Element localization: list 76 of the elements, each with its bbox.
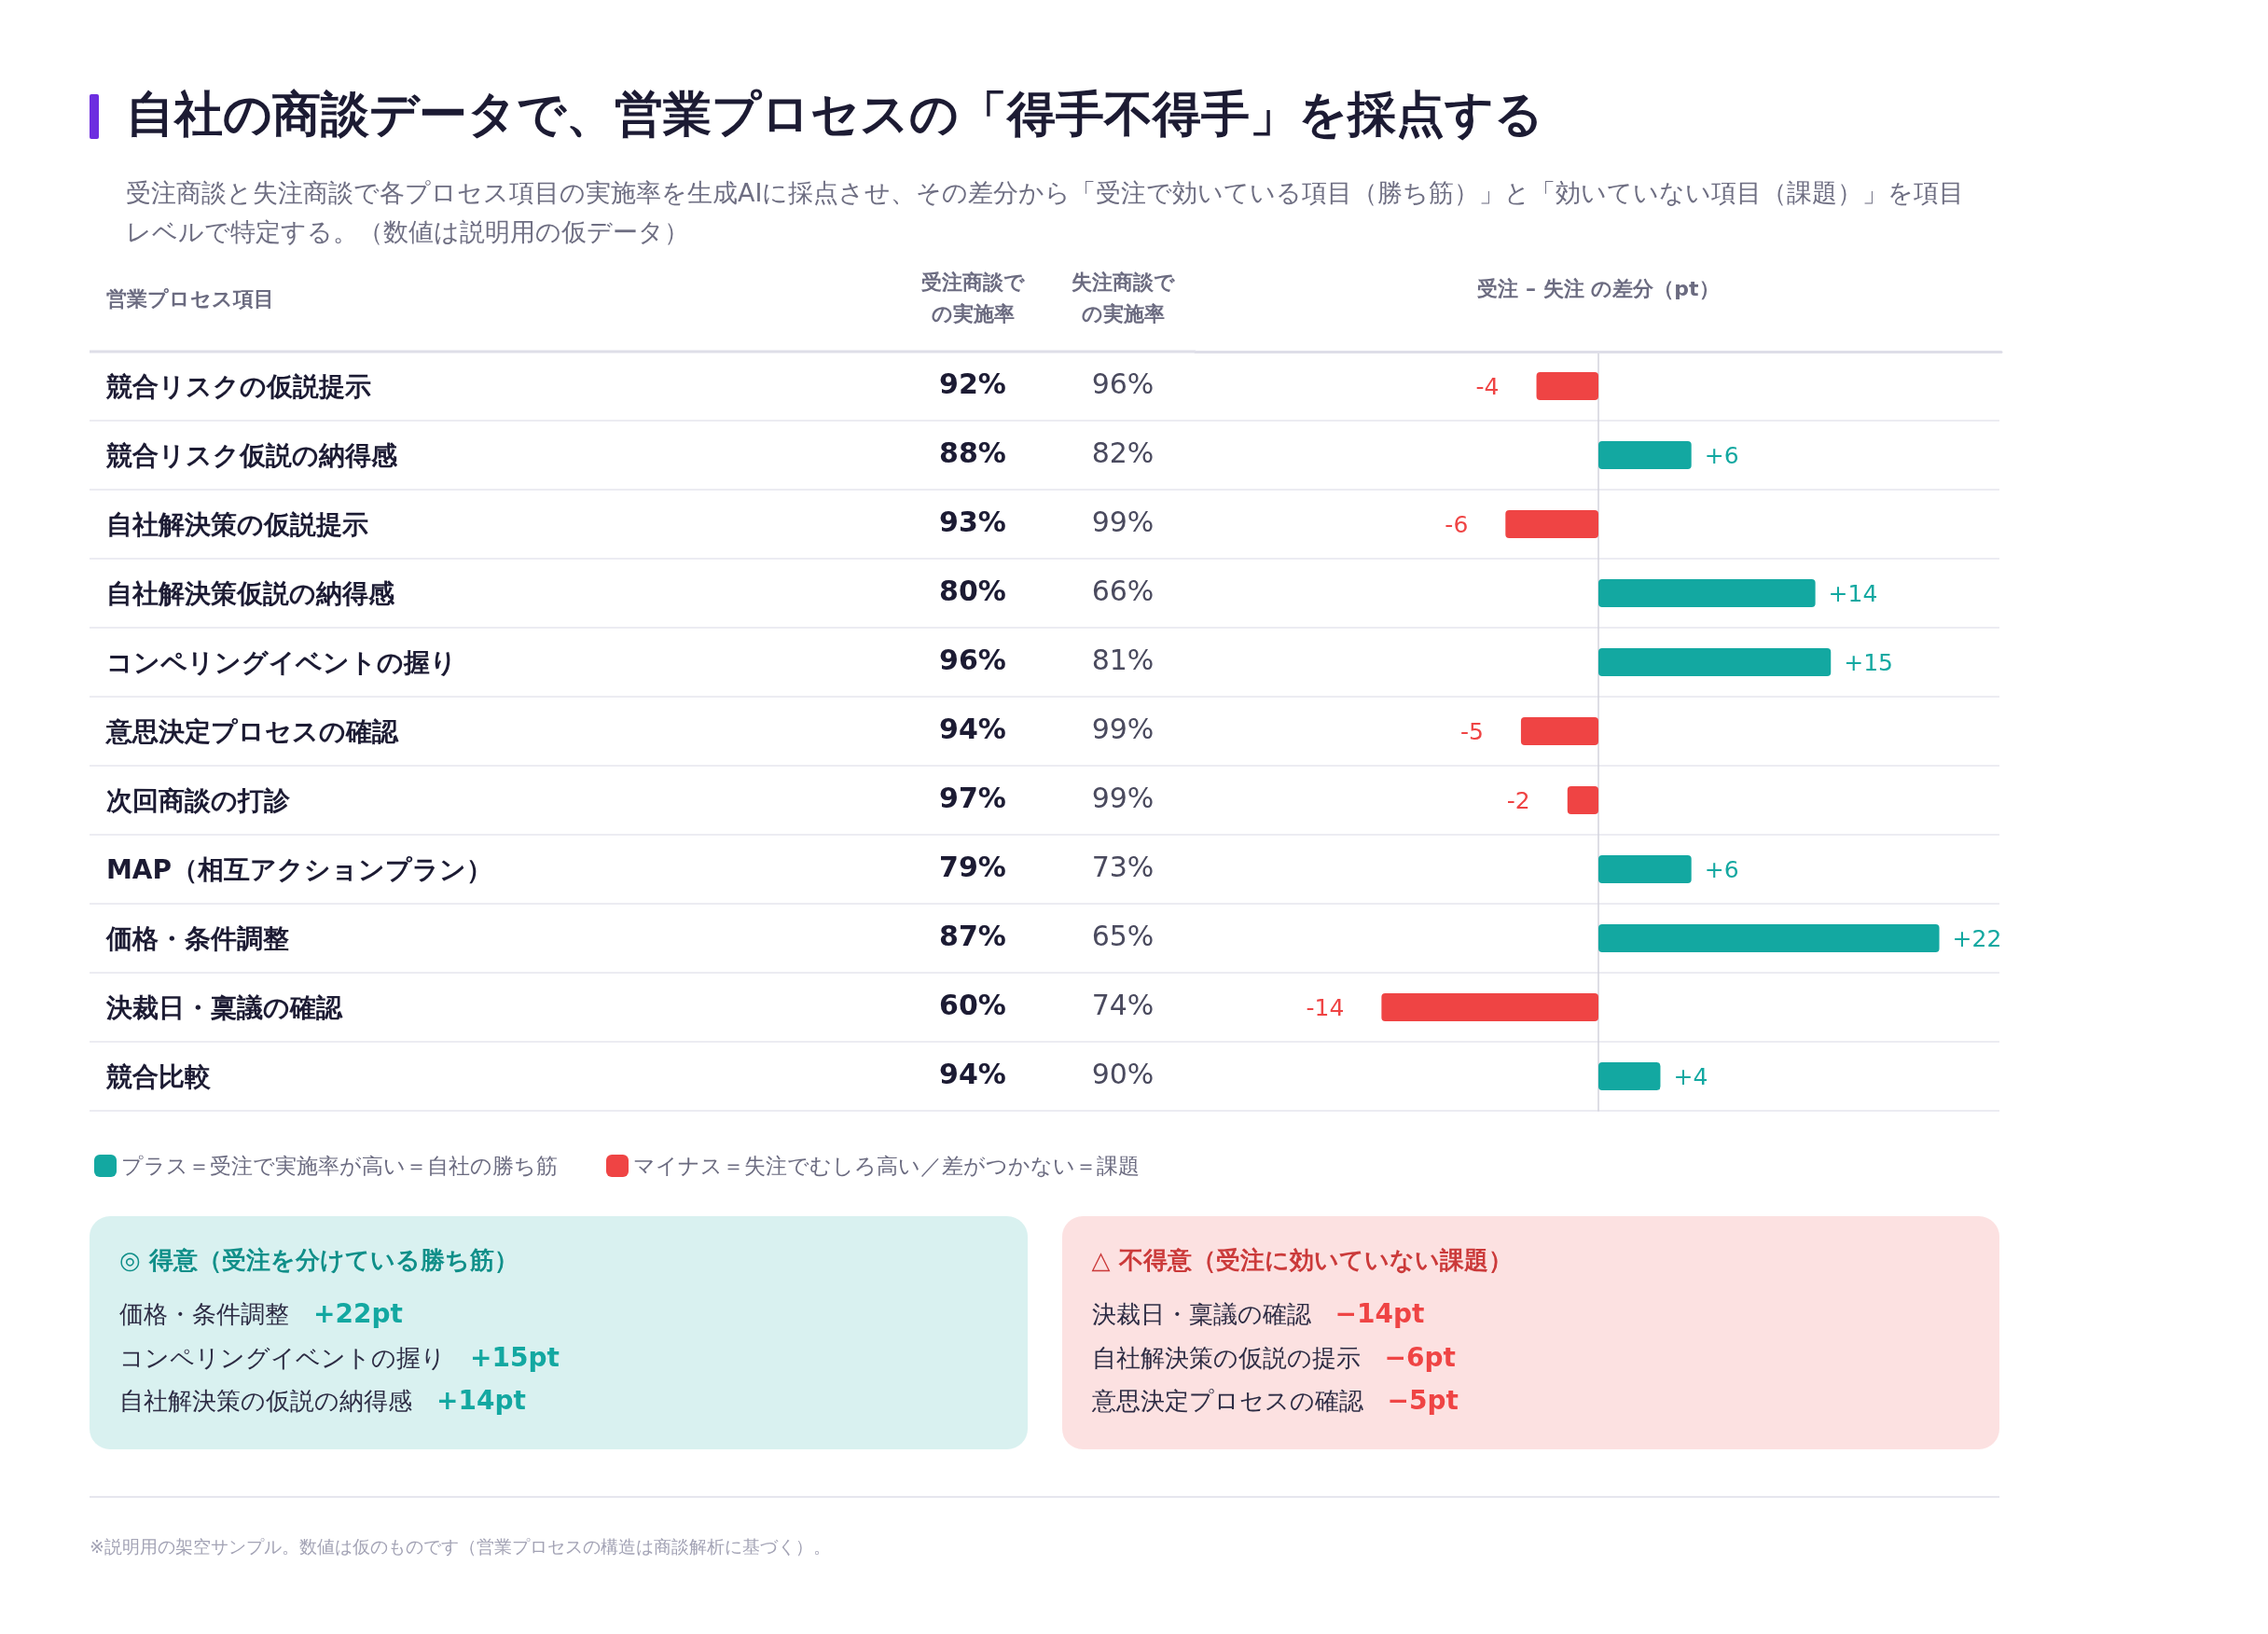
bar	[1567, 786, 1598, 814]
data-label: +15	[1844, 648, 1893, 676]
chart-subtitle: 受注商談と失注商談で各プロセス項目の実施率を生成AIに採点させ、その差分から「受注で効いている項目（勝ち筋）」と「効いていない項目（課題）」を項目レベルで特定する。（数値は説明用の仮データ）	[126, 177, 1966, 248]
bar	[1536, 372, 1598, 400]
text: ◎ 得意（受注を分けている勝ち筋）	[119, 1245, 519, 1276]
y-tick-label: 競合リスクの仮説提示	[105, 370, 371, 402]
data-label: 94%	[938, 1058, 1007, 1090]
y-tick-label: 価格・条件調整	[105, 922, 289, 954]
y-tick-label: 競合比較	[105, 1060, 212, 1092]
y-tick-label: 自社解決策仮説の納得感	[106, 577, 395, 609]
data-label: 99%	[1090, 505, 1155, 538]
data-label: +4	[1673, 1062, 1708, 1090]
text: ※説明用の架空サンプル。数値は仮のものです（営業プロセスの構造は商談解析に基づく）。	[90, 1535, 831, 1558]
data-label: +6	[1704, 441, 1739, 469]
data-label: 93%	[938, 505, 1007, 538]
bar	[1598, 855, 1692, 883]
bar	[1598, 441, 1692, 469]
y-tick-label: 決裁日・稟議の確認	[105, 991, 343, 1023]
bar	[1381, 993, 1598, 1021]
text: +14pt	[436, 1385, 526, 1416]
y-tick-label: MAP（相互アクションプラン）	[106, 853, 493, 885]
data-label: 80%	[938, 575, 1007, 607]
bar	[1598, 1062, 1661, 1090]
data-label: 92%	[938, 367, 1007, 400]
data-label: -6	[1445, 510, 1469, 538]
legend-label: マイナス＝失注でむしろ高い／差がつかない＝課題	[633, 1154, 1140, 1178]
data-label: 96%	[1090, 367, 1155, 400]
data-label: 60%	[938, 989, 1007, 1021]
data-label: +6	[1704, 855, 1739, 883]
data-label: 74%	[1090, 989, 1155, 1021]
bar	[1598, 648, 1832, 676]
data-label: -2	[1506, 786, 1530, 814]
y-tick-label: 自社解決策の仮説提示	[106, 508, 368, 540]
data-label: -5	[1459, 717, 1484, 745]
category-label: 失注商談での実施率	[1070, 270, 1176, 327]
category-label: 受注商談での実施率	[920, 270, 1026, 327]
text: −6pt	[1384, 1341, 1456, 1373]
category-label: 決裁日・稟議の確認	[1091, 1300, 1311, 1328]
text: −5pt	[1387, 1385, 1459, 1416]
data-label: 79%	[938, 851, 1007, 883]
chart-title: 自社の商談データで、営業プロセスの「得手不得手」を採点する	[126, 85, 1543, 144]
data-label: 90%	[1090, 1058, 1155, 1090]
bar	[1520, 717, 1598, 745]
category-label: 自社解決策の仮説の納得感	[119, 1387, 412, 1415]
data-label: +22	[1952, 924, 2002, 952]
data-label: 65%	[1090, 920, 1155, 952]
y-tick-label: 意思決定プロセスの確認	[104, 715, 399, 747]
bar	[1598, 924, 1940, 952]
text: △ 不得意（受注に効いていない課題）	[1091, 1245, 1513, 1276]
data-label: 99%	[1090, 782, 1155, 814]
y-axis-title: 営業プロセス項目	[106, 286, 274, 311]
data-label: 88%	[938, 436, 1007, 469]
data-label: 73%	[1090, 851, 1155, 883]
category-label: 意思決定プロセスの確認	[1091, 1387, 1363, 1415]
text: −14pt	[1335, 1298, 1425, 1329]
text: +22pt	[313, 1298, 403, 1329]
y-tick-label: コンペリングイベントの握り	[106, 646, 457, 678]
data-label: 87%	[938, 920, 1007, 952]
data-label: +14	[1828, 579, 1878, 607]
data-label: -14	[1306, 993, 1345, 1021]
data-label: 99%	[1090, 713, 1155, 745]
x-axis-title: 受注 – 失注 の差分（pt）	[1477, 276, 1720, 300]
data-label: 97%	[938, 782, 1007, 814]
y-tick-label: 次回商談の打診	[106, 784, 291, 816]
y-tick-label: 競合リスク仮説の納得感	[105, 439, 398, 471]
data-label: -4	[1475, 372, 1500, 400]
data-label: 66%	[1090, 575, 1155, 607]
data-label: 81%	[1090, 644, 1155, 676]
category-label: 自社解決策の仮説の提示	[1091, 1343, 1361, 1372]
bar	[1598, 579, 1816, 607]
data-label: 94%	[938, 713, 1007, 745]
legend-label: プラス＝受注で実施率が高い＝自社の勝ち筋	[121, 1154, 558, 1178]
data-label: 96%	[938, 644, 1007, 676]
bar	[1505, 510, 1598, 538]
text: +15pt	[470, 1341, 560, 1373]
data-label: 82%	[1090, 436, 1155, 469]
